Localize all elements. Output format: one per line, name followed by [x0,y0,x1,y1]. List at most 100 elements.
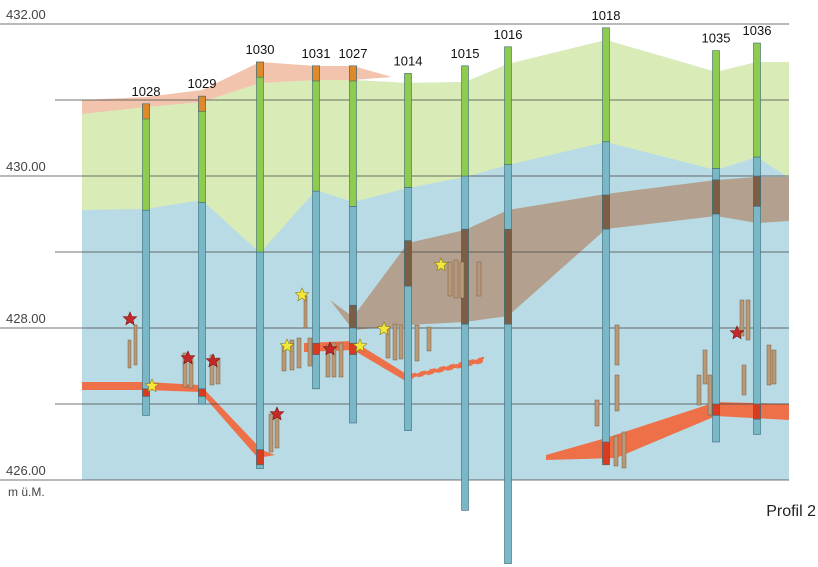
borehole-label: 1028 [132,84,161,99]
yellow-star-icon [144,378,160,393]
borehole-label: 1016 [494,27,523,42]
borehole-lower-segment [312,190,320,390]
borehole-1029: 1029 [188,76,217,405]
borehole-cap [312,65,320,82]
borehole-upper-segment [256,61,264,253]
pile-post [338,342,344,378]
pile-post [325,344,331,378]
borehole-1031: 1031 [302,46,331,390]
pile-post [459,261,465,299]
red-layer-drop [200,388,275,458]
organic-layer-fill [330,177,789,330]
profile-title: Profil 2 [766,503,816,520]
star-markers [122,257,745,421]
borehole-organic-segment [753,175,761,207]
elevation-labels: 432.00 430.00 428.00 426.00 [6,7,46,478]
pile-post [453,259,459,299]
pile-post [127,339,132,369]
borehole-upper-segment [504,46,512,165]
borehole-organic-segment [504,228,512,325]
pile-post [614,374,620,412]
borehole-1035: 1035 [702,31,730,443]
borehole-1027: 1027 [339,46,368,424]
borehole-1036: 1036 [743,23,772,435]
pile-post [614,324,620,366]
borehole-red-segment [753,403,761,420]
borehole-cap [349,65,357,82]
borehole-label: 1027 [339,46,368,61]
borehole-upper-segment [712,50,720,169]
pile-post [739,299,745,337]
pile-post [447,261,453,297]
borehole-red-segment [602,441,610,466]
borehole-organic-segment [602,194,610,230]
borehole-cap [142,103,150,120]
yellow-star-icon [352,338,368,353]
elevation-label: 428.00 [6,311,46,326]
pile-post [594,399,600,427]
borehole-1018: 1018 [592,8,620,466]
borehole-cap [256,61,264,78]
borehole-red-segment [256,449,264,466]
pile-post [307,337,313,367]
pile-post [741,364,747,396]
pile-post [182,352,188,388]
borehole-organic-segment [349,304,357,329]
pile-post [745,299,751,341]
borehole-upper-segment [142,103,150,211]
borehole-label: 1030 [246,42,275,57]
borehole-lower-segment [256,251,264,469]
pile-post [426,326,432,352]
borehole-lower-segment [504,164,512,564]
pile-post [702,349,708,385]
red-star-icon [205,353,221,368]
borehole-upper-segment [349,65,357,207]
borehole-red-segment [312,342,320,355]
pile-post [771,349,777,385]
pile-post [392,323,398,361]
borehole-lower-segment [461,175,469,511]
borehole-label: 1014 [394,53,423,68]
yellow-star-icon [433,257,449,272]
pile-post [414,324,420,362]
pile-post [289,339,295,371]
borehole-upper-segment [461,65,469,177]
borehole-1030: 1030 [246,42,275,469]
borehole-organic-segment [712,179,720,215]
pile-post [613,435,619,467]
elevation-grid [0,23,789,481]
pile-markers [127,259,777,469]
elevation-label: 426.00 [6,463,46,478]
borehole-lower-segment [198,202,206,405]
borehole-upper-segment [753,42,761,158]
borehole-organic-segment [404,240,412,287]
pile-post [476,261,482,297]
pile-post [296,337,302,369]
borehole-1015: 1015 [451,46,479,511]
borehole-red-segment [142,388,150,397]
unit-label: m ü.M. [8,485,45,499]
pile-post [398,324,404,360]
borehole-label: 1031 [302,46,331,61]
red-star-icon [322,341,338,356]
red-star-icon [729,325,745,340]
pile-post [621,431,627,469]
yellow-star-icon [294,287,310,302]
red-layer-left [82,382,200,392]
borehole-red-segment [712,403,720,416]
borehole-label: 1036 [743,23,772,38]
elevation-label: 432.00 [6,7,46,22]
borehole-upper-segment [312,65,320,192]
boreholes: 1028 1029 1030 1031 1027 1014 1015 1016 1018 1035… [132,8,772,564]
borehole-label: 1029 [188,76,217,91]
borehole-1016: 1016 [494,27,523,564]
red-star-icon [122,311,138,326]
borehole-upper-segment [404,73,412,188]
pile-post [696,374,702,406]
borehole-upper-segment [602,27,610,143]
red-star-icon [180,350,196,365]
yellow-star-icon [376,321,392,336]
borehole-lower-segment [404,187,412,431]
borehole-1028: 1028 [132,84,161,416]
